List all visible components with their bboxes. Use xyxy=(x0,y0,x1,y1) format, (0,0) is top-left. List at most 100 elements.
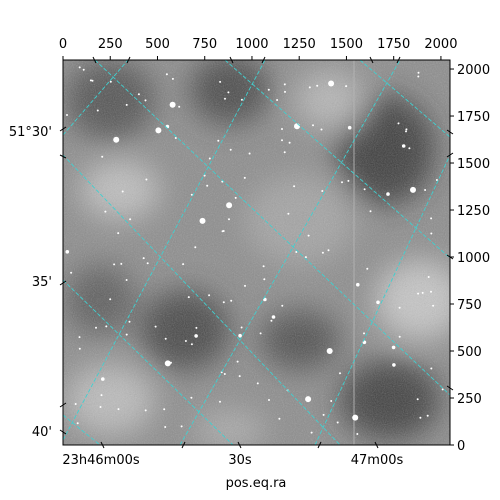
star xyxy=(70,271,73,274)
star xyxy=(219,400,221,403)
star xyxy=(117,408,120,411)
dec-label-3: 40' xyxy=(32,425,52,440)
star xyxy=(328,80,335,87)
star xyxy=(356,282,360,287)
star xyxy=(305,396,312,403)
dec-label-2: 35' xyxy=(32,275,52,290)
y-tick-label: 250 xyxy=(457,392,482,407)
star xyxy=(105,325,108,328)
star xyxy=(294,123,300,130)
star xyxy=(307,234,310,237)
x-tick-label: 250 xyxy=(98,37,123,52)
star xyxy=(287,212,290,215)
star xyxy=(236,360,239,363)
x-tick-label: 0 xyxy=(59,37,67,52)
star xyxy=(194,246,197,249)
star xyxy=(74,403,77,405)
star xyxy=(417,75,420,78)
star xyxy=(184,340,187,342)
star xyxy=(125,103,128,106)
star xyxy=(347,125,352,130)
star xyxy=(259,332,262,335)
star xyxy=(137,93,140,96)
star xyxy=(244,284,246,287)
star xyxy=(228,218,230,221)
star xyxy=(312,124,314,127)
star xyxy=(96,109,99,112)
star xyxy=(408,147,411,150)
star xyxy=(284,90,286,93)
star xyxy=(234,196,237,199)
star xyxy=(66,114,68,116)
world-axis-ticks xyxy=(59,56,454,449)
star xyxy=(78,347,81,350)
x-tick-label: 1750 xyxy=(377,37,410,52)
y-tick-label: 1500 xyxy=(457,157,490,172)
star xyxy=(164,360,171,367)
dec-label-1: 51°30' xyxy=(9,125,52,140)
star xyxy=(128,320,131,323)
star xyxy=(281,128,283,130)
star xyxy=(295,251,298,253)
star xyxy=(164,337,167,340)
star xyxy=(401,144,406,148)
star xyxy=(155,127,162,134)
ra-label-1: 23h46m00s xyxy=(62,453,140,468)
star xyxy=(430,290,432,293)
star xyxy=(117,232,120,235)
star xyxy=(95,326,97,329)
star xyxy=(386,192,390,196)
star xyxy=(195,326,198,329)
star xyxy=(104,210,107,213)
stars xyxy=(65,66,444,435)
star xyxy=(125,279,128,281)
y-tick-label: 1250 xyxy=(457,204,490,219)
star xyxy=(376,300,380,305)
sky-image xyxy=(63,60,450,445)
grid-line-dec xyxy=(179,60,401,445)
y-pixel-axis: 0 250 500 750 1000 1250 1500 1750 2000 xyxy=(450,63,490,454)
star xyxy=(145,178,148,181)
star xyxy=(182,263,185,266)
star xyxy=(219,80,222,83)
star xyxy=(304,256,307,259)
star xyxy=(271,315,276,319)
star xyxy=(356,433,359,435)
star xyxy=(430,232,433,235)
star xyxy=(267,88,270,91)
star xyxy=(281,139,283,142)
star xyxy=(142,257,145,260)
star xyxy=(109,298,112,301)
x-tick-label: 1000 xyxy=(235,37,268,52)
star xyxy=(276,99,279,101)
star xyxy=(268,399,270,401)
star xyxy=(424,189,427,191)
star xyxy=(146,262,149,265)
star xyxy=(293,185,296,188)
grid-line-ra xyxy=(63,154,341,445)
star xyxy=(416,398,419,401)
star xyxy=(419,416,422,419)
star xyxy=(208,157,211,160)
x-tick-label: 1500 xyxy=(330,37,363,52)
y-tick-label: 500 xyxy=(457,345,482,360)
star xyxy=(322,413,325,416)
star xyxy=(190,193,193,196)
star xyxy=(170,361,172,364)
star xyxy=(341,181,343,184)
star xyxy=(113,263,116,266)
x-tick-label: 750 xyxy=(192,37,217,52)
star xyxy=(441,388,444,391)
star xyxy=(163,408,166,411)
star xyxy=(327,249,330,252)
star xyxy=(78,66,81,69)
star xyxy=(109,80,112,83)
y-tick-label: 1000 xyxy=(457,251,490,266)
star xyxy=(224,97,226,100)
star xyxy=(310,431,313,434)
x-pixel-axis: 0 250 500 750 1000 1250 1500 1750 2000 xyxy=(59,37,457,60)
star xyxy=(174,137,177,139)
star xyxy=(91,79,94,82)
star xyxy=(410,186,416,193)
star xyxy=(120,262,123,265)
